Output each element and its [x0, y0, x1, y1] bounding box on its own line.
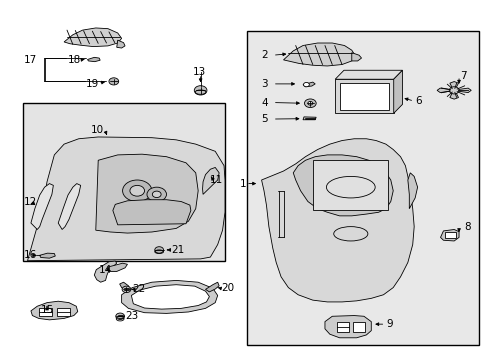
Text: 17: 17	[24, 55, 37, 65]
Polygon shape	[96, 154, 198, 233]
Circle shape	[122, 286, 131, 293]
Polygon shape	[122, 280, 217, 314]
Text: 7: 7	[459, 71, 466, 81]
Text: 3: 3	[261, 79, 267, 89]
Polygon shape	[393, 70, 402, 113]
Polygon shape	[31, 301, 78, 320]
Circle shape	[303, 82, 309, 87]
Text: 20: 20	[221, 283, 234, 293]
Text: 4: 4	[261, 98, 267, 108]
Polygon shape	[40, 253, 55, 258]
Bar	[339, 83, 388, 110]
Polygon shape	[131, 285, 209, 309]
Text: 1: 1	[239, 179, 245, 189]
Polygon shape	[440, 229, 458, 241]
Circle shape	[109, 78, 119, 85]
Bar	[57, 309, 70, 316]
Polygon shape	[94, 261, 117, 282]
Bar	[445, 232, 455, 238]
Text: 10: 10	[90, 125, 103, 135]
Polygon shape	[325, 316, 370, 338]
Polygon shape	[351, 53, 361, 61]
Polygon shape	[407, 173, 417, 209]
Polygon shape	[449, 92, 458, 99]
Polygon shape	[303, 117, 316, 120]
Text: 19: 19	[86, 79, 99, 89]
Circle shape	[304, 99, 316, 108]
Text: 6: 6	[414, 96, 421, 106]
Polygon shape	[120, 282, 130, 291]
Polygon shape	[58, 184, 81, 229]
Polygon shape	[436, 88, 449, 93]
Polygon shape	[283, 43, 355, 66]
Polygon shape	[64, 28, 122, 46]
Text: 14: 14	[99, 265, 112, 275]
Polygon shape	[202, 167, 219, 194]
Polygon shape	[27, 137, 224, 261]
Circle shape	[194, 86, 206, 95]
Circle shape	[130, 185, 144, 196]
Bar	[246, 31, 478, 345]
Polygon shape	[109, 263, 127, 271]
Polygon shape	[449, 82, 458, 89]
Bar	[352, 321, 365, 332]
Polygon shape	[31, 184, 53, 229]
Text: 13: 13	[193, 67, 206, 77]
Text: 9: 9	[385, 319, 392, 329]
Bar	[334, 79, 393, 113]
Text: 22: 22	[132, 284, 145, 294]
Text: 5: 5	[261, 114, 267, 124]
Circle shape	[122, 180, 152, 202]
Circle shape	[116, 313, 124, 319]
Polygon shape	[205, 282, 219, 292]
Polygon shape	[334, 70, 402, 79]
Polygon shape	[113, 200, 190, 225]
Polygon shape	[303, 82, 315, 87]
Polygon shape	[87, 57, 100, 62]
Circle shape	[155, 247, 163, 253]
Text: 2: 2	[261, 50, 267, 60]
Circle shape	[147, 187, 166, 202]
Polygon shape	[293, 155, 392, 216]
Circle shape	[152, 191, 161, 198]
Circle shape	[448, 87, 458, 94]
Bar	[39, 309, 52, 316]
Bar	[336, 321, 348, 332]
Text: 12: 12	[24, 197, 37, 207]
Polygon shape	[117, 40, 125, 48]
Text: 23: 23	[125, 311, 138, 321]
Text: 18: 18	[68, 55, 81, 65]
Bar	[22, 103, 224, 261]
Text: 11: 11	[209, 175, 222, 185]
Bar	[312, 160, 387, 211]
Circle shape	[307, 102, 312, 105]
Text: 15: 15	[41, 305, 54, 315]
Text: 8: 8	[464, 222, 470, 232]
Text: 21: 21	[171, 245, 184, 255]
Polygon shape	[457, 88, 470, 93]
Polygon shape	[261, 139, 413, 302]
Text: 16: 16	[24, 250, 37, 260]
